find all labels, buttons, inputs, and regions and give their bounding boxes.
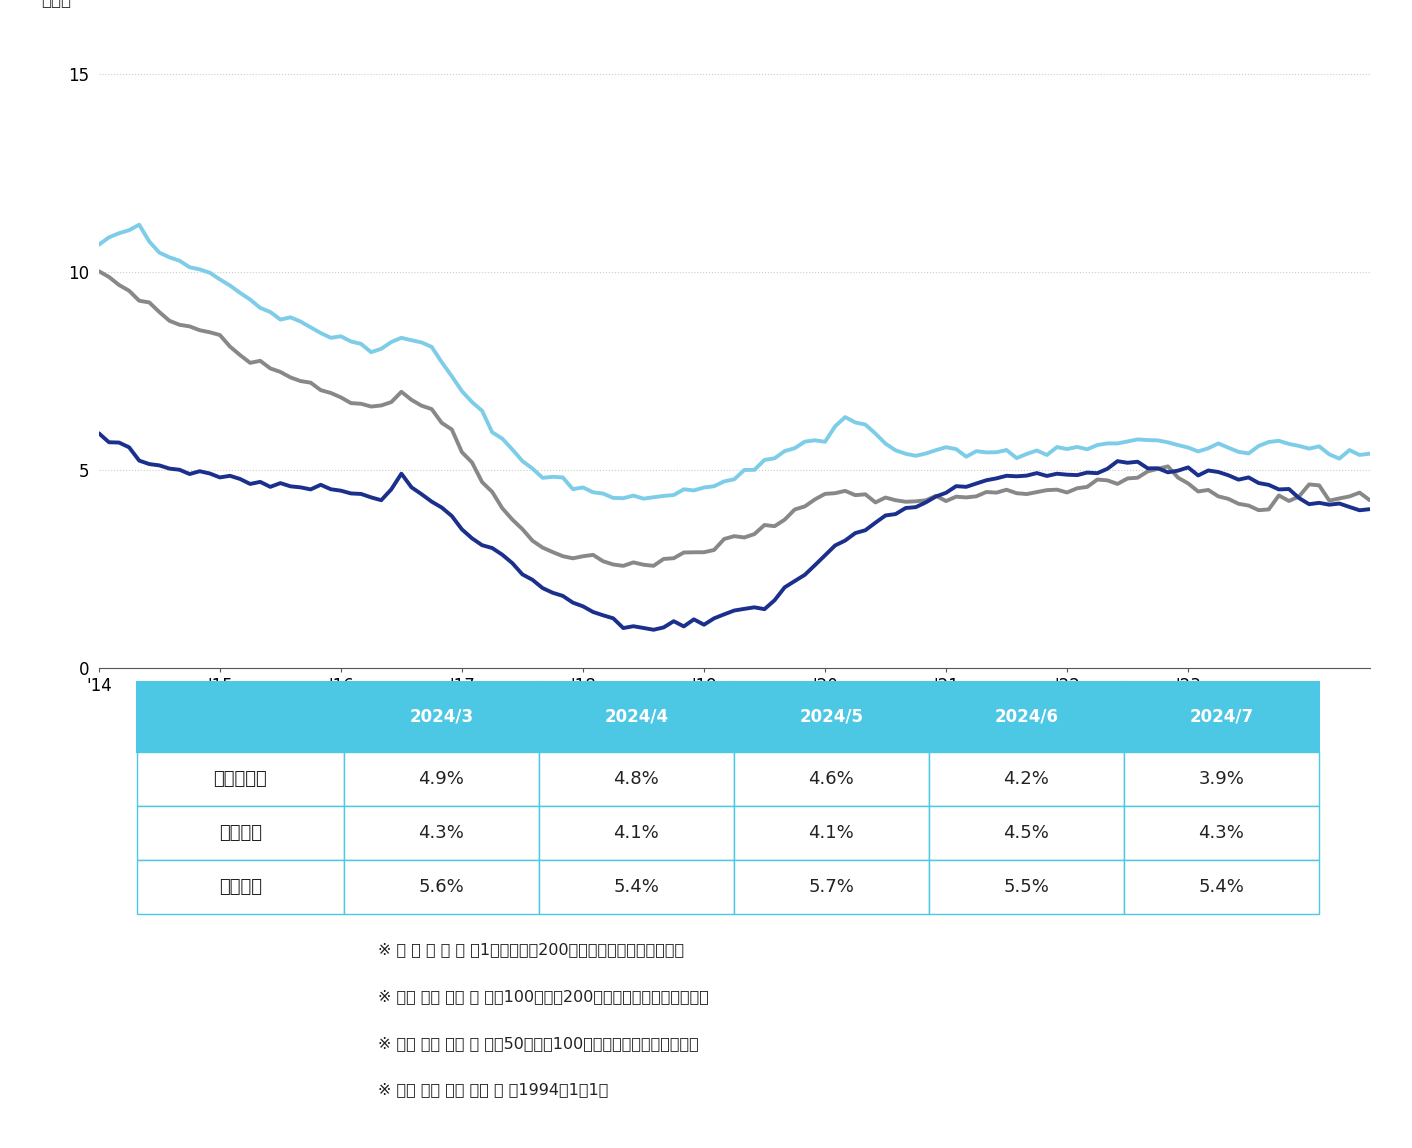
Bar xyxy=(539,806,734,860)
Text: 5.7%: 5.7% xyxy=(808,878,854,895)
Text: 大型ビル: 大型ビル xyxy=(219,824,261,841)
Text: 4.3%: 4.3% xyxy=(1199,824,1244,841)
Text: 4.6%: 4.6% xyxy=(809,770,854,788)
Text: 5.6%: 5.6% xyxy=(418,878,465,895)
Bar xyxy=(1124,860,1319,914)
Bar xyxy=(137,752,343,806)
Text: 4.5%: 4.5% xyxy=(1004,824,1049,841)
Text: 2024/7: 2024/7 xyxy=(1189,708,1254,726)
Text: 4.9%: 4.9% xyxy=(418,770,465,788)
Text: 5.5%: 5.5% xyxy=(1004,878,1049,895)
Text: 大規模ビル: 大規模ビル xyxy=(213,770,267,788)
Text: ※ 統　 計　 開　 始　 日 ：1994年1月1日: ※ 統 計 開 始 日 ：1994年1月1日 xyxy=(378,1083,609,1097)
Bar xyxy=(539,682,734,752)
Text: 2024/6: 2024/6 xyxy=(994,708,1059,726)
Bar xyxy=(929,860,1124,914)
Bar xyxy=(929,806,1124,860)
Bar xyxy=(343,806,539,860)
Legend: 大規模ビル, 大型ビル, 中型ビル: 大規模ビル, 大型ビル, 中型ビル xyxy=(333,753,754,785)
Text: 5.4%: 5.4% xyxy=(613,878,659,895)
Text: 中型ビル: 中型ビル xyxy=(219,878,261,895)
Bar xyxy=(929,752,1124,806)
Text: 4.1%: 4.1% xyxy=(613,824,659,841)
Text: ※ 大 規 模 ビ ル ：1フロア面積200嵪以上の賃貸オフィスビル: ※ 大 規 模 ビ ル ：1フロア面積200嵪以上の賃貸オフィスビル xyxy=(378,941,685,957)
Text: 2024/4: 2024/4 xyxy=(604,708,668,726)
Bar xyxy=(343,752,539,806)
Bar xyxy=(734,682,929,752)
Text: 4.8%: 4.8% xyxy=(613,770,659,788)
Text: 4.2%: 4.2% xyxy=(1004,770,1049,788)
Bar xyxy=(343,860,539,914)
Text: 4.1%: 4.1% xyxy=(809,824,854,841)
Text: 2024/3: 2024/3 xyxy=(409,708,473,726)
Bar xyxy=(539,752,734,806)
Bar xyxy=(734,752,929,806)
Bar xyxy=(1124,752,1319,806)
Bar xyxy=(734,806,929,860)
Text: 2024/5: 2024/5 xyxy=(799,708,863,726)
Bar xyxy=(929,682,1124,752)
Text: （％）: （％） xyxy=(42,0,72,9)
Bar xyxy=(343,682,539,752)
Bar xyxy=(137,682,343,752)
Text: 3.9%: 3.9% xyxy=(1199,770,1244,788)
Bar xyxy=(1124,806,1319,860)
Text: ※ 中　 型　 ビ　 ル ：同50嵪以上100嵪未満の賃貸オフィスビル: ※ 中 型 ビ ル ：同50嵪以上100嵪未満の賃貸オフィスビル xyxy=(378,1035,699,1050)
Bar xyxy=(137,806,343,860)
Bar xyxy=(734,860,929,914)
Bar xyxy=(539,860,734,914)
Text: 5.4%: 5.4% xyxy=(1199,878,1244,895)
Text: 4.3%: 4.3% xyxy=(418,824,465,841)
Bar xyxy=(137,860,343,914)
Bar xyxy=(1124,682,1319,752)
Text: ※ 大　 型　 ビ　 ル ：同100嵪以上200嵪未満の賃貸オフィスビル: ※ 大 型 ビ ル ：同100嵪以上200嵪未満の賃貸オフィスビル xyxy=(378,988,709,1003)
